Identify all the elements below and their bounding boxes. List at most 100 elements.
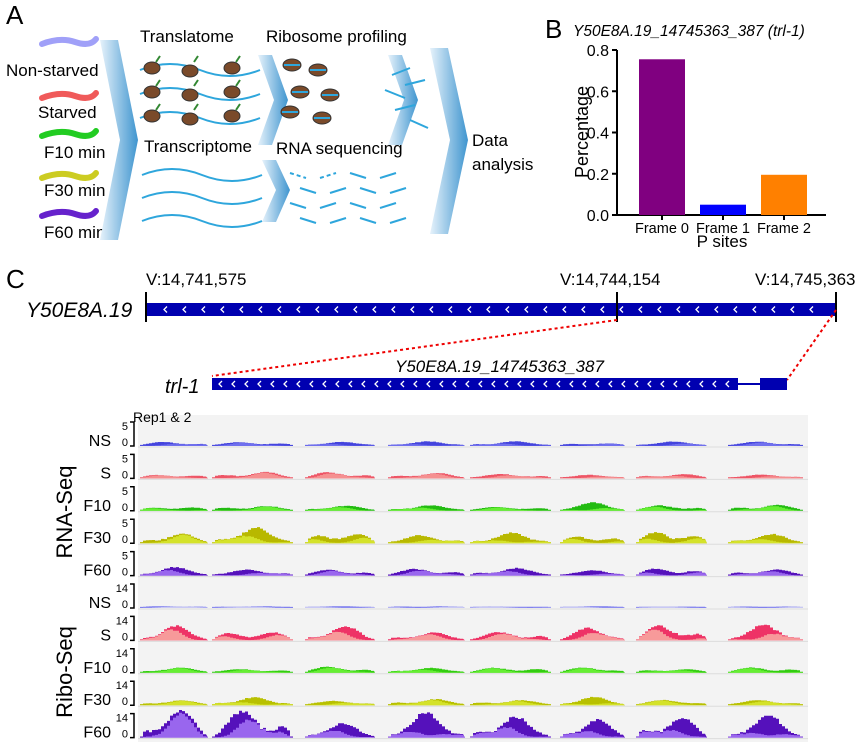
coverage-profile bbox=[560, 668, 625, 673]
rpf-fragment bbox=[384, 89, 406, 99]
strand-arrow-icon bbox=[296, 380, 301, 388]
worm-icon bbox=[39, 128, 99, 139]
track-scale-min: 0 bbox=[122, 664, 128, 676]
coverage-profile bbox=[140, 606, 208, 608]
track-scale-bracket bbox=[130, 648, 135, 674]
coverage-profile bbox=[560, 703, 625, 706]
read-fragment bbox=[359, 217, 377, 224]
coverage-profile bbox=[140, 534, 208, 544]
coverage-profile bbox=[470, 668, 551, 673]
strand-arrow-icon bbox=[257, 380, 262, 388]
coverage-profile bbox=[470, 532, 551, 544]
strand-arrow-icon bbox=[660, 380, 665, 388]
ribosome-icon bbox=[181, 64, 199, 78]
strand-arrow-icon bbox=[478, 380, 483, 388]
track-scale-bracket bbox=[130, 550, 135, 577]
replicates-label: Rep1 & 2 bbox=[133, 409, 192, 425]
coverage-profile bbox=[636, 700, 707, 706]
strand-arrow-icon bbox=[673, 380, 678, 388]
coverage-profile bbox=[560, 573, 625, 576]
coverage-profile bbox=[212, 719, 293, 738]
track-panel bbox=[138, 415, 808, 742]
coverage-profile bbox=[636, 506, 707, 511]
mrna-illustrations bbox=[139, 55, 429, 228]
coverage-profile bbox=[140, 508, 208, 511]
coverage-profile bbox=[140, 668, 208, 673]
panel-c-label: C bbox=[6, 264, 25, 294]
mrna-strand bbox=[141, 214, 263, 228]
strand-arrow-icon bbox=[562, 306, 567, 313]
strand-arrow-icon bbox=[491, 380, 496, 388]
strand-arrow-icon bbox=[634, 380, 639, 388]
ribosome-profiling-label: Ribosome profiling bbox=[266, 27, 407, 46]
strand-arrow-icon bbox=[400, 380, 405, 388]
chevron-arrow-5 bbox=[430, 48, 468, 234]
strand-arrow-icon bbox=[556, 380, 561, 388]
track-scale-max: 14 bbox=[116, 583, 128, 595]
coverage-profile bbox=[470, 633, 551, 641]
gene-model-bar bbox=[146, 303, 836, 316]
strand-arrow-icon bbox=[524, 306, 529, 313]
strand-arrow-icon bbox=[201, 306, 206, 313]
coverage-profile bbox=[560, 476, 625, 479]
coverage-profile bbox=[140, 629, 208, 641]
track-name: S bbox=[100, 465, 111, 482]
read-fragment bbox=[329, 187, 347, 194]
coverage-profile bbox=[388, 700, 465, 706]
track-scale-max: 5 bbox=[122, 486, 128, 498]
track-name: F30 bbox=[83, 692, 111, 709]
track-scale-max: 14 bbox=[116, 648, 128, 660]
track-scale-max: 5 bbox=[122, 518, 128, 530]
track-name: NS bbox=[89, 433, 111, 450]
strand-arrow-icon bbox=[309, 380, 314, 388]
coverage-profile bbox=[140, 570, 208, 576]
strand-arrow-icon bbox=[277, 306, 282, 313]
read-fragment bbox=[389, 187, 407, 194]
peptide-icon bbox=[155, 103, 161, 111]
peptide-icon bbox=[235, 79, 241, 87]
strand-arrow-icon bbox=[410, 306, 415, 313]
track-name: S bbox=[100, 627, 111, 644]
coverage-profile bbox=[388, 474, 465, 479]
chevron-arrow-3 bbox=[262, 160, 290, 222]
coverage-profile bbox=[212, 634, 293, 641]
coverage-profile bbox=[636, 443, 707, 446]
coverage-profile bbox=[728, 476, 803, 479]
strand-arrow-icon bbox=[426, 380, 431, 388]
coverage-profile bbox=[636, 670, 707, 673]
strand-arrow-icon bbox=[439, 380, 444, 388]
panel-b-label: B bbox=[545, 14, 562, 44]
coverage-profile bbox=[388, 606, 465, 608]
coord-mid: V:14,744,154 bbox=[560, 270, 661, 289]
strand-arrow-icon bbox=[467, 306, 472, 313]
coverage-profile bbox=[636, 730, 707, 738]
coverage-profile bbox=[728, 701, 803, 706]
read-fragment bbox=[379, 202, 397, 209]
track-scale-max: 5 bbox=[122, 551, 128, 563]
strand-arrow-icon bbox=[581, 306, 586, 313]
zoom-guide-line bbox=[786, 309, 837, 381]
strand-arrow-icon bbox=[348, 380, 353, 388]
rpf-fragment bbox=[391, 67, 411, 76]
chevron-arrow-2 bbox=[258, 55, 288, 145]
coverage-profile bbox=[728, 606, 803, 608]
coverage-profile bbox=[305, 537, 375, 544]
read-fragment bbox=[359, 187, 377, 194]
track-name: F10 bbox=[83, 660, 111, 677]
coverage-profile bbox=[140, 444, 208, 446]
peptide-icon bbox=[235, 103, 241, 111]
coverage-profile bbox=[140, 475, 208, 479]
read-fragment bbox=[379, 172, 397, 179]
peptide-icon bbox=[155, 55, 161, 63]
data-analysis-label-2: analysis bbox=[472, 155, 533, 174]
strand-arrow-icon bbox=[543, 306, 548, 313]
strand-arrow-icon bbox=[752, 306, 757, 313]
coverage-profile bbox=[728, 732, 803, 738]
coverage-profile bbox=[305, 730, 375, 738]
coverage-profile bbox=[305, 570, 375, 576]
coverage-profile bbox=[470, 475, 551, 479]
coverage-profile bbox=[305, 444, 375, 446]
coverage-profile bbox=[212, 702, 293, 706]
coverage-profile bbox=[470, 571, 551, 576]
panel-a: A Non-starved Starved F10 min F30 min F60 mi… bbox=[6, 0, 533, 242]
